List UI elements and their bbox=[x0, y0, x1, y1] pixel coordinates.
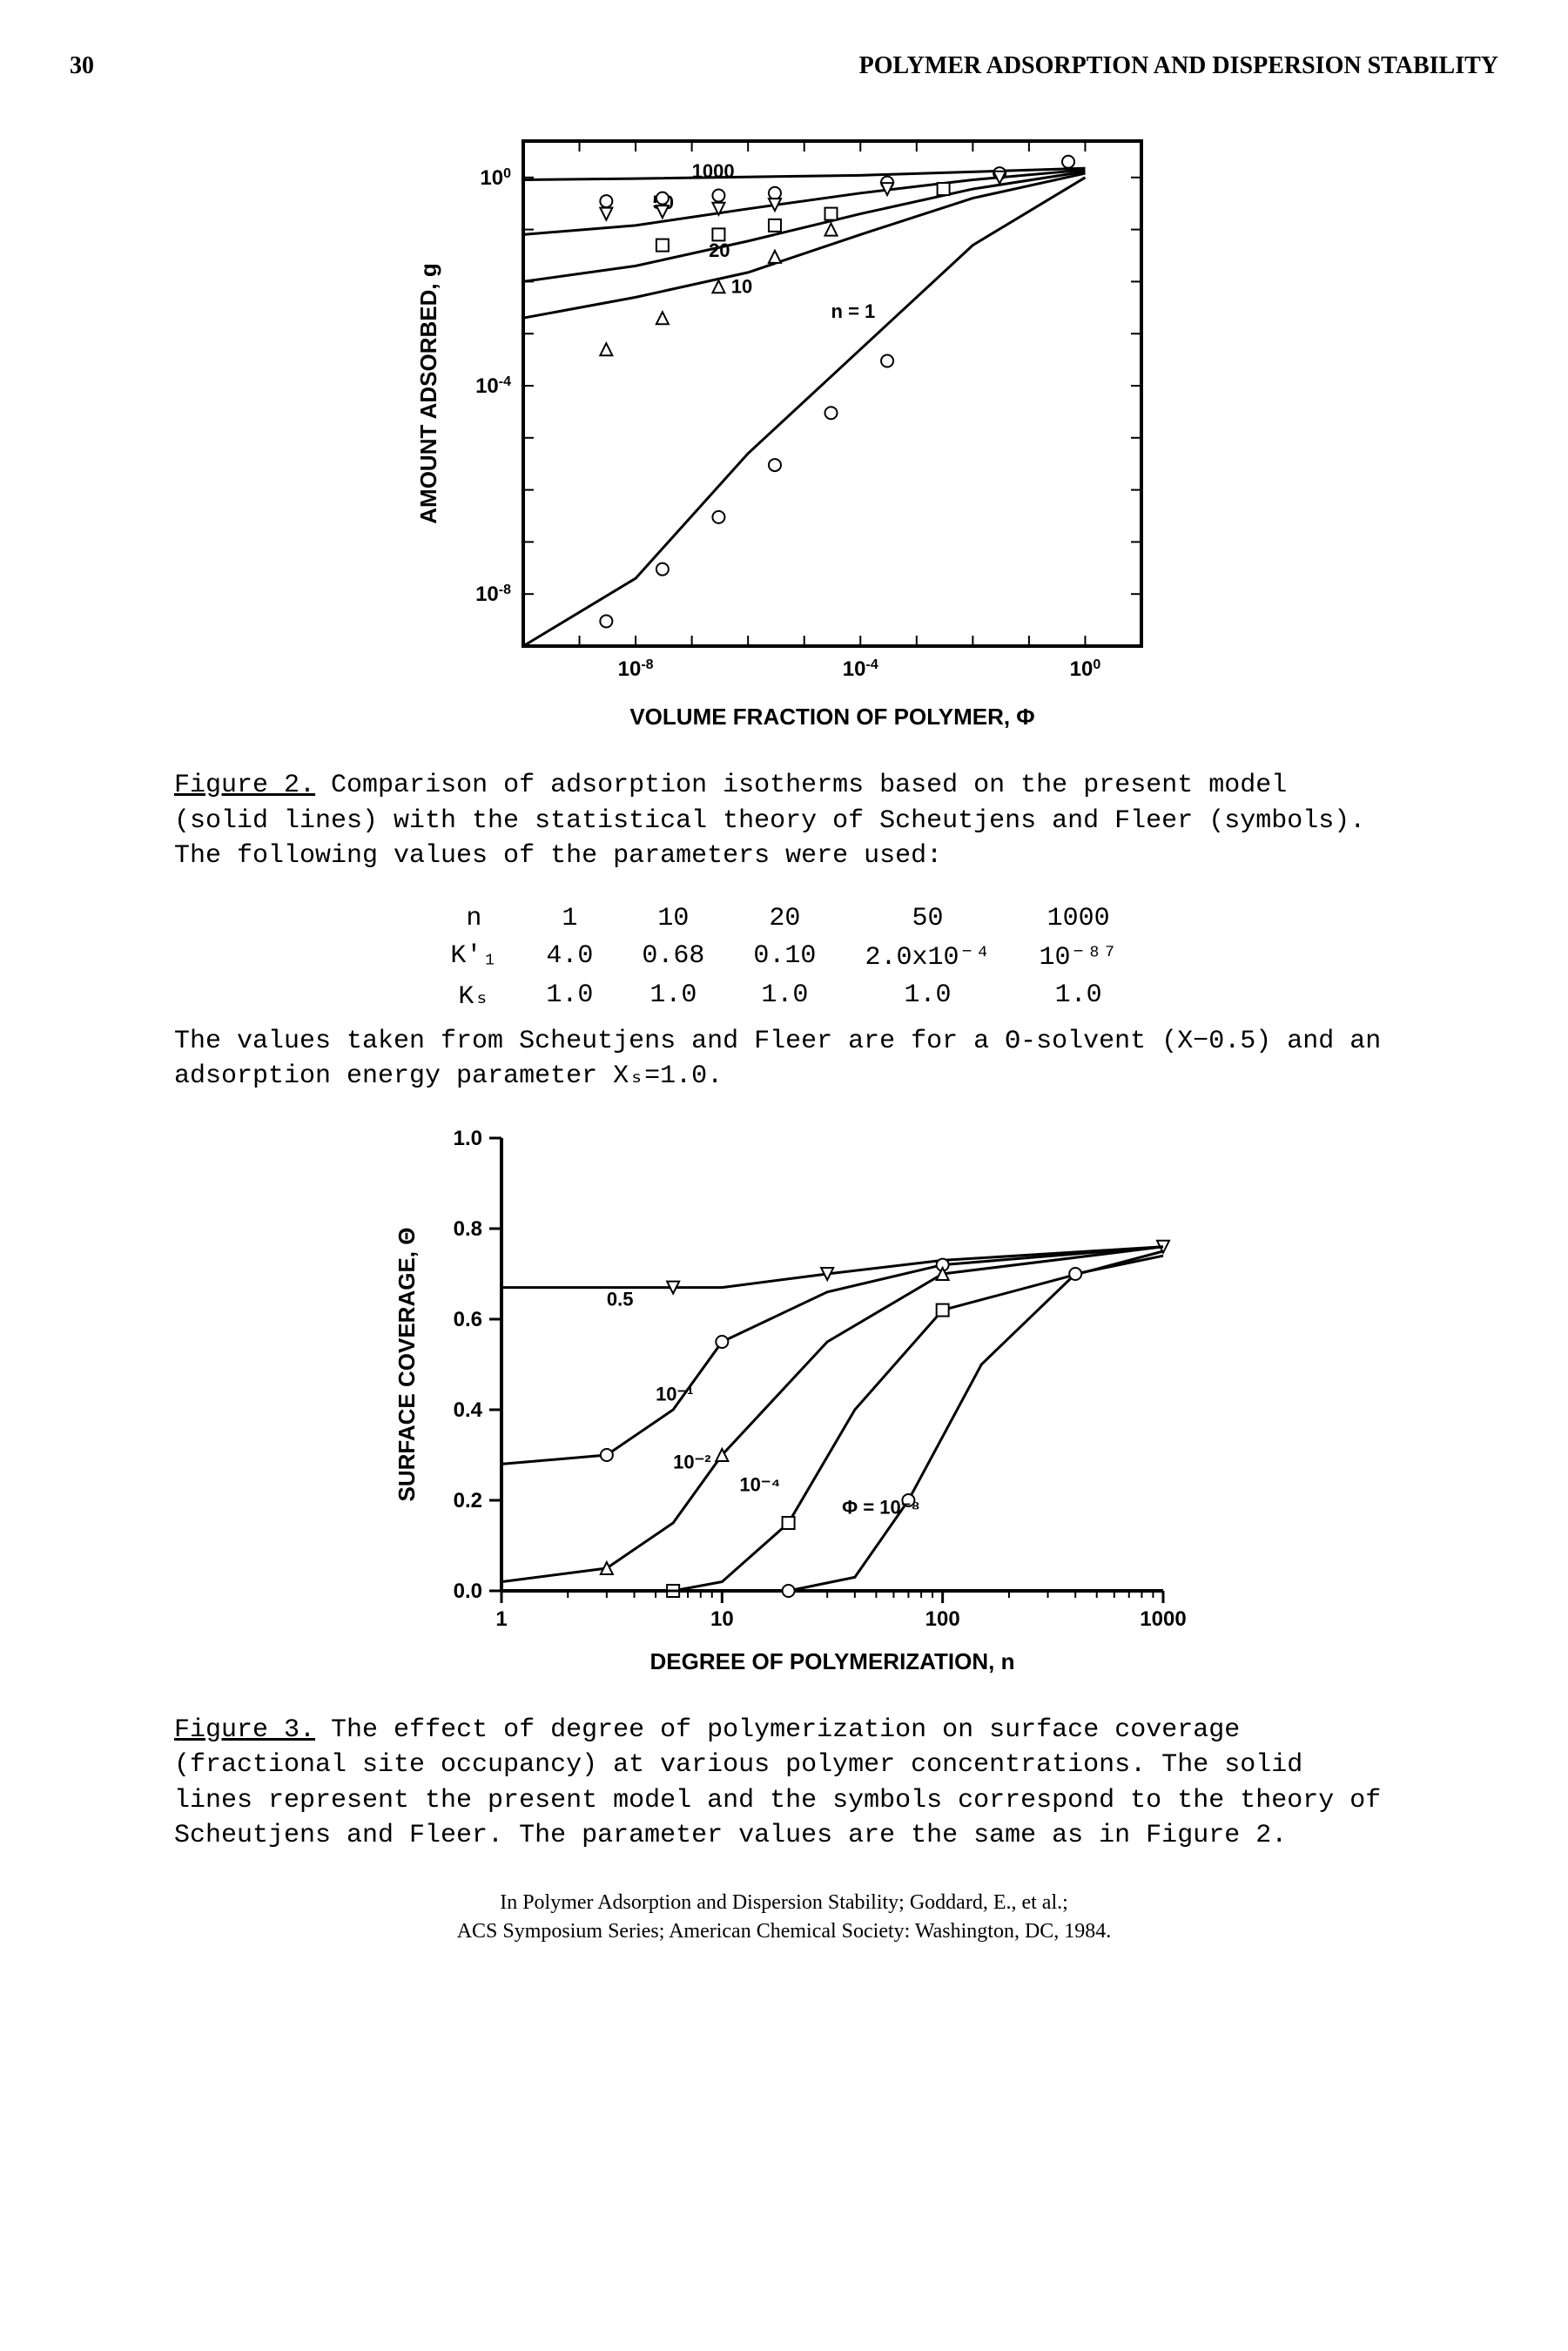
svg-text:10⁻⁴: 10⁻⁴ bbox=[739, 1473, 780, 1495]
svg-text:100: 100 bbox=[925, 1607, 959, 1631]
svg-text:1.0: 1.0 bbox=[453, 1127, 481, 1150]
running-title: POLYMER ADSORPTION AND DISPERSION STABIL… bbox=[859, 52, 1498, 80]
figure2-caption-tail: The values taken from Scheutjens and Fle… bbox=[174, 1024, 1394, 1095]
svg-text:0.5: 0.5 bbox=[606, 1288, 633, 1310]
figure2-caption-text: Comparison of adsorption isotherms based… bbox=[174, 771, 1365, 871]
svg-text:0.4: 0.4 bbox=[453, 1398, 482, 1422]
svg-text:10: 10 bbox=[710, 1607, 733, 1631]
figure3-label: Figure 3. bbox=[174, 1715, 315, 1745]
figure2-svg: 10-810-410010-810-41001000502010n = 1VOL… bbox=[393, 115, 1176, 742]
svg-text:Φ = 10⁻⁸: Φ = 10⁻⁸ bbox=[842, 1496, 920, 1518]
svg-text:10-8: 10-8 bbox=[475, 583, 511, 607]
figure2-caption: Figure 2. Comparison of adsorption isoth… bbox=[174, 768, 1394, 874]
footer-line1: In Polymer Adsorption and Dispersion Sta… bbox=[70, 1889, 1498, 1918]
svg-text:10-8: 10-8 bbox=[617, 657, 653, 682]
svg-text:0.2: 0.2 bbox=[453, 1489, 481, 1512]
svg-text:100: 100 bbox=[480, 165, 511, 190]
figure3-caption: Figure 3. The effect of degree of polyme… bbox=[174, 1713, 1394, 1854]
svg-text:0.6: 0.6 bbox=[453, 1308, 481, 1331]
figure2-label: Figure 2. bbox=[174, 771, 315, 800]
figure3-caption-text: The effect of degree of polymerization o… bbox=[174, 1715, 1381, 1851]
svg-text:n = 1: n = 1 bbox=[831, 300, 875, 322]
svg-text:0.0: 0.0 bbox=[453, 1580, 481, 1603]
svg-text:VOLUME FRACTION OF POLYMER, Φ: VOLUME FRACTION OF POLYMER, Φ bbox=[629, 704, 1034, 730]
figure-3-chart: 0.0 0.2 0.4 0.6 0.8 1.0 1 10 100 1000 0.5 10⁻¹ 10⁻² 1… bbox=[70, 1121, 1498, 1687]
svg-text:10: 10 bbox=[730, 276, 751, 298]
svg-text:1000: 1000 bbox=[1140, 1607, 1186, 1631]
svg-text:100: 100 bbox=[1069, 657, 1100, 682]
figure3-svg: 0.0 0.2 0.4 0.6 0.8 1.0 1 10 100 1000 0.5 10⁻¹ 10⁻² 1… bbox=[371, 1121, 1198, 1687]
svg-text:AMOUNT ADSORBED, g: AMOUNT ADSORBED, g bbox=[415, 263, 441, 523]
figure-2-chart: 10-810-410010-810-41001000502010n = 1VOL… bbox=[70, 115, 1498, 742]
page-footer: In Polymer Adsorption and Dispersion Sta… bbox=[70, 1889, 1498, 1947]
svg-text:DEGREE OF POLYMERIZATION, n: DEGREE OF POLYMERIZATION, n bbox=[649, 1648, 1014, 1674]
svg-text:20: 20 bbox=[709, 239, 730, 261]
svg-text:10-4: 10-4 bbox=[842, 657, 878, 682]
figure2-param-table: n11020501000K'₁4.00.680.102.0x10⁻⁴10⁻⁸⁷K… bbox=[426, 900, 1141, 1015]
svg-text:10⁻¹: 10⁻¹ bbox=[656, 1383, 693, 1405]
page-number: 30 bbox=[70, 52, 94, 80]
svg-text:1000: 1000 bbox=[691, 160, 734, 182]
svg-text:SURFACE COVERAGE, Θ: SURFACE COVERAGE, Θ bbox=[394, 1227, 420, 1501]
svg-text:1: 1 bbox=[495, 1607, 507, 1631]
footer-line2: ACS Symposium Series; American Chemical … bbox=[70, 1917, 1498, 1947]
svg-text:10⁻²: 10⁻² bbox=[673, 1451, 710, 1472]
svg-text:0.8: 0.8 bbox=[453, 1217, 481, 1241]
svg-text:10-4: 10-4 bbox=[475, 374, 511, 398]
page-header: 30 POLYMER ADSORPTION AND DISPERSION STA… bbox=[70, 52, 1498, 80]
